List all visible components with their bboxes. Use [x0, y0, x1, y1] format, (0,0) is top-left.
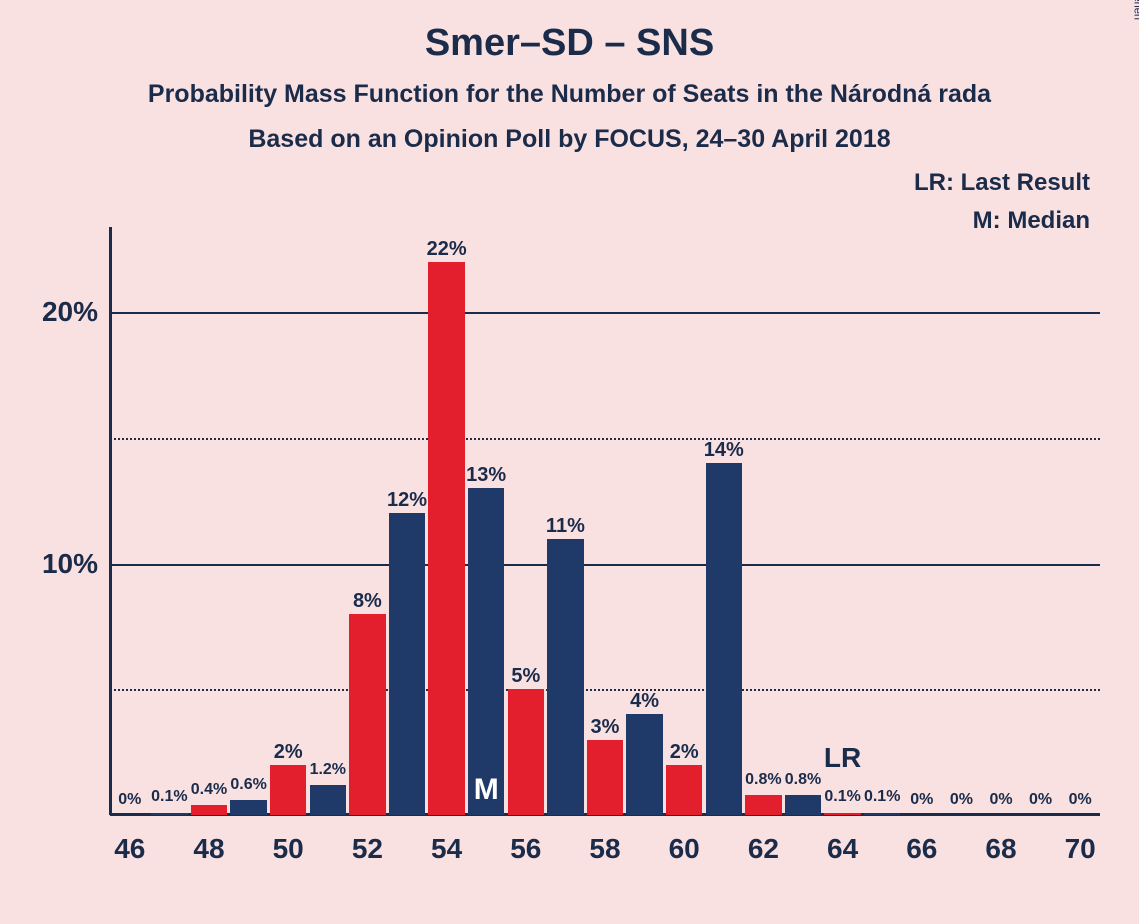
x-tick-label: 50	[273, 815, 304, 865]
x-tick-label: 62	[748, 815, 779, 865]
bar-value-label: 22%	[427, 238, 467, 261]
bar	[785, 795, 821, 815]
gridline-minor	[110, 689, 1100, 691]
bar-value-label: 0.8%	[745, 771, 781, 789]
plot-area: 10%20%464850525456586062646668700%0.1%0.…	[110, 237, 1100, 815]
bar	[191, 805, 227, 815]
bar	[745, 795, 781, 815]
y-tick-label: 20%	[42, 296, 110, 328]
gridline-minor	[110, 438, 1100, 440]
bar-value-label: 0%	[1069, 791, 1092, 809]
bar-value-label: 0.4%	[191, 781, 227, 799]
x-tick-label: 48	[193, 815, 224, 865]
x-tick-label: 54	[431, 815, 462, 865]
bar	[230, 800, 266, 815]
bar	[389, 513, 425, 815]
bar	[824, 813, 860, 816]
bar-value-label: 0.8%	[785, 771, 821, 789]
bar	[349, 614, 385, 815]
bar-value-label: 0%	[1029, 791, 1052, 809]
bar	[864, 813, 900, 816]
bar	[666, 765, 702, 815]
gridline-major	[110, 312, 1100, 314]
bar-value-label: 0.1%	[864, 788, 900, 806]
x-tick-label: 66	[906, 815, 937, 865]
bar	[626, 714, 662, 815]
chart-title: Smer–SD – SNS	[0, 22, 1139, 65]
bar-value-label: 0%	[910, 791, 933, 809]
x-tick-label: 58	[589, 815, 620, 865]
bar	[468, 488, 504, 815]
bar-value-label: 11%	[546, 515, 585, 538]
legend-last-result: LR: Last Result	[880, 169, 1090, 197]
bar-value-label: 0%	[989, 791, 1012, 809]
bar-value-label: 4%	[630, 690, 659, 713]
x-tick-label: 46	[114, 815, 145, 865]
copyright-text: © 2020 Filip van Laenen	[1131, 0, 1139, 20]
chart-subtitle-2: Based on an Opinion Poll by FOCUS, 24–30…	[0, 125, 1139, 154]
bar	[151, 813, 187, 816]
bar	[547, 539, 583, 815]
x-tick-label: 70	[1065, 815, 1096, 865]
x-tick-label: 68	[985, 815, 1016, 865]
y-tick-label: 10%	[42, 548, 110, 580]
bar-value-label: 5%	[511, 665, 540, 688]
chart-container: Smer–SD – SNS Probability Mass Function …	[0, 0, 1139, 924]
bar	[587, 740, 623, 815]
bar-value-label: 1.2%	[310, 761, 346, 779]
x-tick-label: 56	[510, 815, 541, 865]
bar-value-label: 8%	[353, 590, 382, 613]
bar-value-label: 2%	[274, 741, 303, 764]
bar-value-label: 0.1%	[824, 788, 860, 806]
bar-value-label: 2%	[670, 741, 699, 764]
bar-value-label: 0.6%	[230, 776, 266, 794]
legend-median: M: Median	[880, 207, 1090, 235]
bar-value-label: 0.1%	[151, 788, 187, 806]
x-tick-label: 60	[669, 815, 700, 865]
bar-value-label: 0%	[118, 791, 141, 809]
bar-value-label: 3%	[591, 716, 620, 739]
gridline-major	[110, 564, 1100, 566]
chart-subtitle-1: Probability Mass Function for the Number…	[0, 80, 1139, 109]
bar-value-label: 14%	[704, 439, 744, 462]
bar	[706, 463, 742, 815]
x-tick-label: 64	[827, 815, 858, 865]
x-tick-label: 52	[352, 815, 383, 865]
bar	[428, 262, 464, 815]
bar	[508, 689, 544, 815]
bar	[270, 765, 306, 815]
bar-value-label: 12%	[387, 489, 427, 512]
bar-value-label: 13%	[466, 464, 506, 487]
bar-value-label: 0%	[950, 791, 973, 809]
median-marker: M	[474, 773, 499, 807]
last-result-marker: LR	[824, 742, 861, 774]
bar	[310, 785, 346, 815]
